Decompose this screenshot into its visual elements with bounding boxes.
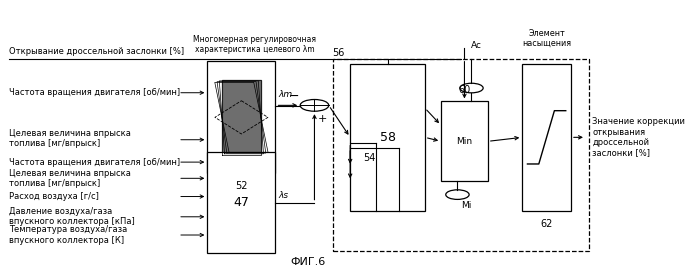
Text: 58: 58 [380, 131, 396, 144]
Text: 56: 56 [333, 48, 345, 58]
Text: Температура воздуха/газа
впускного коллектора [К]: Температура воздуха/газа впускного колле… [9, 225, 128, 245]
Bar [207, 61, 276, 173]
Text: λs: λs [278, 191, 288, 200]
Bar [441, 101, 488, 181]
Text: Частота вращения двигателя [об/мин]: Частота вращения двигателя [об/мин] [9, 157, 180, 167]
Text: Ac: Ac [471, 41, 482, 50]
Text: λm: λm [279, 90, 293, 99]
Text: −: − [288, 89, 299, 103]
Text: Частота вращения двигателя [об/мин]: Частота вращения двигателя [об/мин] [9, 88, 180, 97]
Text: 62: 62 [540, 219, 553, 228]
Text: 52: 52 [235, 181, 248, 191]
Text: Min: Min [456, 137, 473, 146]
Bar [350, 64, 425, 211]
Text: Многомерная регулировочная
характеристика целевого λm: Многомерная регулировочная характеристик… [193, 35, 316, 54]
Text: +: + [318, 114, 327, 124]
Polygon shape [222, 80, 261, 155]
Text: Значение коррекции
открывания
дроссельной
заслонки [%]: Значение коррекции открывания дроссельно… [593, 117, 685, 157]
Text: Давление воздуха/газа
впускного коллектора [кПа]: Давление воздуха/газа впускного коллекто… [9, 207, 135, 227]
Text: 54: 54 [364, 153, 376, 163]
Text: 60: 60 [459, 85, 470, 95]
Text: Открывание дроссельной заслонки [%]: Открывание дроссельной заслонки [%] [9, 47, 184, 56]
Text: Целевая величина впрыска
топлива [мг/впрыск]: Целевая величина впрыска топлива [мг/впр… [9, 129, 131, 149]
Text: 47: 47 [233, 196, 249, 209]
Text: Расход воздуха [г/с]: Расход воздуха [г/с] [9, 192, 99, 201]
Text: Mi: Mi [461, 201, 471, 210]
Text: Целевая величина впрыска
топлива [мг/впрыск]: Целевая величина впрыска топлива [мг/впр… [9, 169, 131, 188]
Bar [207, 152, 276, 253]
Text: Элемент
насыщения: Элемент насыщения [522, 29, 571, 48]
Bar [522, 64, 571, 211]
Text: ФИГ.6: ФИГ.6 [290, 256, 325, 267]
Bar [333, 59, 589, 251]
